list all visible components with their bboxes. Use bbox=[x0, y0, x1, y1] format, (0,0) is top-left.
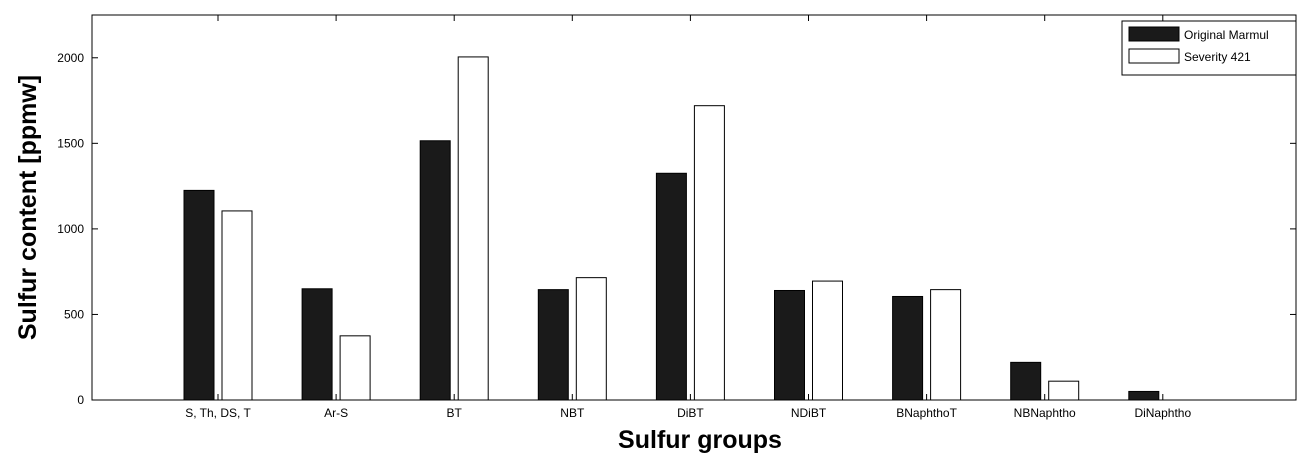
legend-swatch-severity-421 bbox=[1128, 48, 1180, 64]
legend: Original Marmul Severity 421 bbox=[1121, 20, 1297, 76]
bars bbox=[183, 56, 1160, 401]
y-tick-label: 1500 bbox=[57, 136, 84, 150]
y-axis-title: Sulfur content [ppmw] bbox=[14, 75, 42, 340]
y-tick-label: 500 bbox=[64, 307, 84, 321]
bar-original-marmul-ar-s bbox=[301, 288, 333, 401]
bar-severity-421-bt bbox=[457, 56, 489, 401]
bar-severity-421-ar-s bbox=[339, 335, 371, 401]
x-tick-label-nbnaphtho: NBNaphtho bbox=[1014, 406, 1076, 420]
bar-original-marmul-dinaphtho bbox=[1128, 390, 1160, 401]
bar-original-marmul-nbt bbox=[537, 289, 569, 401]
bar-severity-421-nbt bbox=[575, 277, 607, 401]
bar-severity-421-nbnaphtho bbox=[1048, 380, 1080, 401]
x-tick-label-s-th-ds-t: S, Th, DS, T bbox=[185, 406, 251, 420]
y-tick-label: 1000 bbox=[57, 222, 84, 236]
bar-severity-421-dibt bbox=[693, 105, 725, 401]
legend-swatch-original-marmul bbox=[1128, 26, 1180, 42]
legend-label-original-marmul: Original Marmul bbox=[1184, 28, 1269, 42]
legend-label-severity-421: Severity 421 bbox=[1184, 50, 1251, 64]
x-tick-label-nbt: NBT bbox=[560, 406, 585, 420]
x-tick-label-dinaphtho: DiNaphtho bbox=[1134, 406, 1191, 420]
x-tick-label-ar-s: Ar-S bbox=[324, 406, 348, 420]
x-tick-label-bt: BT bbox=[447, 406, 463, 420]
bar-original-marmul-nbnaphtho bbox=[1010, 361, 1042, 401]
x-axis-title: Sulfur groups bbox=[618, 426, 782, 454]
x-axis-ticks: S, Th, DS, T Ar-S BT NBT DiBT NDiBT BNaphthoT N… bbox=[185, 15, 1191, 420]
bar-original-marmul-ndibt bbox=[774, 289, 805, 401]
x-tick-label-ndibt: NDiBT bbox=[791, 406, 827, 420]
x-tick-label-bnaphthot: BNaphthoT bbox=[896, 406, 957, 420]
bar-severity-421-bnaphthot bbox=[930, 289, 962, 401]
y-tick-label: 0 bbox=[77, 393, 84, 407]
bar-original-marmul-dibt bbox=[655, 172, 687, 401]
bar-severity-421-s-th-ds-t bbox=[221, 210, 253, 401]
y-axis-ticks: 0 500 1000 1500 2000 bbox=[57, 51, 1296, 407]
bar-severity-421-ndibt bbox=[812, 280, 843, 401]
y-tick-label: 2000 bbox=[57, 51, 84, 65]
x-tick-label-dibt: DiBT bbox=[677, 406, 704, 420]
bar-original-marmul-bt bbox=[419, 140, 451, 401]
bar-original-marmul-s-th-ds-t bbox=[183, 189, 215, 401]
bar-original-marmul-bnaphthot bbox=[892, 295, 924, 401]
